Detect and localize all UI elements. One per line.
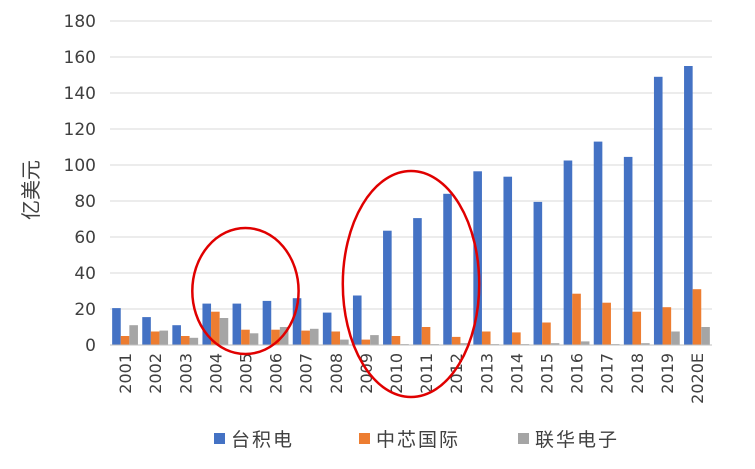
x-tick-label: 2005 bbox=[236, 353, 255, 394]
highlight-ellipse bbox=[341, 169, 481, 399]
x-tick-label: 2016 bbox=[568, 353, 587, 394]
bar-2008-series-3 bbox=[340, 339, 349, 345]
bar-2015-series-2 bbox=[542, 322, 551, 345]
y-tick-label: 100 bbox=[64, 156, 96, 176]
bar-2014-series-2 bbox=[512, 332, 521, 345]
bar-2008-series-1 bbox=[322, 312, 332, 345]
y-tick-label: 120 bbox=[64, 120, 96, 140]
bar-2004-series-2 bbox=[211, 311, 220, 345]
x-tick-label: 2001 bbox=[116, 353, 135, 394]
bar-2019-series-2 bbox=[662, 307, 672, 345]
bar-2013-series-2 bbox=[481, 331, 491, 345]
x-tick-label: 2013 bbox=[477, 353, 496, 394]
bar-2001-series-1 bbox=[112, 308, 121, 345]
bar-2004-series-3 bbox=[219, 318, 229, 345]
bar-2006-series-2 bbox=[271, 329, 280, 345]
x-tick-label: 2008 bbox=[327, 353, 346, 394]
highlight-ellipse bbox=[191, 226, 300, 356]
x-tick-label: 2011 bbox=[417, 353, 436, 394]
bar-2020E-series-3 bbox=[701, 327, 710, 345]
y-axis-label: 亿美元 bbox=[19, 160, 43, 220]
bar-2003-series-1 bbox=[172, 325, 181, 345]
bar-2005-series-3 bbox=[249, 333, 259, 345]
gridlines bbox=[110, 20, 712, 310]
x-tick-label: 2002 bbox=[146, 353, 165, 394]
y-tick-label: 160 bbox=[64, 48, 96, 68]
bar-2007-series-2 bbox=[301, 330, 310, 345]
bar-2003-series-3 bbox=[189, 337, 199, 345]
bar-2014-series-1 bbox=[503, 176, 513, 345]
bar-2016-series-2 bbox=[572, 293, 581, 345]
bar-2018-series-2 bbox=[632, 311, 642, 345]
bar-2017-series-1 bbox=[593, 141, 603, 345]
bar-2019-series-3 bbox=[671, 331, 680, 345]
bar-2002-series-1 bbox=[142, 317, 151, 345]
bar-2018-series-1 bbox=[623, 156, 633, 345]
x-tick-label: 2019 bbox=[658, 353, 677, 394]
bar-2009-series-1 bbox=[352, 295, 362, 345]
bar-2020E-series-1 bbox=[684, 66, 693, 345]
bar-2001-series-3 bbox=[129, 325, 138, 345]
bar-2006-series-1 bbox=[262, 300, 272, 345]
bars bbox=[112, 66, 710, 346]
bar-2018-series-3 bbox=[641, 343, 650, 345]
x-axis-ticks: 2001 2002 2003 2004 2005 2006 2007 2008 2009 2010… bbox=[116, 353, 707, 404]
legend-label: 中芯国际 bbox=[376, 429, 460, 451]
x-tick-label: 2012 bbox=[447, 353, 466, 394]
y-tick-label: 80 bbox=[74, 192, 96, 212]
x-tick-label: 2003 bbox=[176, 353, 195, 394]
bar-2010-series-1 bbox=[383, 230, 392, 345]
bar-2004-series-1 bbox=[202, 303, 212, 345]
x-tick-label: 2020E bbox=[688, 353, 707, 404]
x-tick-label: 2004 bbox=[206, 353, 225, 394]
bar-2012-series-3 bbox=[460, 343, 470, 345]
x-tick-label: 2017 bbox=[598, 353, 617, 394]
legend-swatch bbox=[518, 433, 529, 444]
bar-2015-series-3 bbox=[550, 343, 560, 345]
y-tick-label: 40 bbox=[74, 264, 96, 284]
bar-2007-series-3 bbox=[309, 328, 319, 345]
bar-2016-series-1 bbox=[563, 160, 573, 345]
bar-2015-series-1 bbox=[533, 201, 543, 345]
y-tick-label: 60 bbox=[74, 228, 96, 248]
bar-2002-series-3 bbox=[159, 330, 169, 345]
x-tick-label: 2018 bbox=[628, 353, 647, 394]
y-axis-ticks: 0 20 40 60 80 100 120 140 160 180 bbox=[64, 12, 96, 356]
y-tick-label: 0 bbox=[85, 336, 96, 356]
bar-2003-series-2 bbox=[180, 336, 190, 345]
bar-2009-series-2 bbox=[361, 339, 371, 345]
bar-2017-series-2 bbox=[602, 302, 611, 345]
legend-label: 台积电 bbox=[231, 429, 294, 451]
bar-2002-series-2 bbox=[150, 331, 160, 345]
y-tick-label: 20 bbox=[74, 300, 96, 320]
bar-2020E-series-2 bbox=[692, 289, 702, 345]
x-tick-label: 2007 bbox=[297, 353, 316, 394]
bar-2010-series-2 bbox=[391, 336, 401, 345]
x-tick-label: 2006 bbox=[267, 353, 286, 394]
legend: 台积电 中芯国际 联华电子 bbox=[214, 429, 619, 451]
bar-2008-series-2 bbox=[331, 331, 341, 345]
bar-2001-series-2 bbox=[120, 336, 130, 345]
bar-2012-series-1 bbox=[443, 193, 452, 345]
y-tick-label: 140 bbox=[64, 84, 96, 104]
x-tick-label: 2015 bbox=[537, 353, 556, 394]
x-tick-label: 2010 bbox=[387, 353, 406, 394]
bar-2011-series-1 bbox=[413, 218, 422, 345]
annotations bbox=[191, 169, 481, 399]
legend-label: 联华电子 bbox=[535, 429, 619, 451]
bar-2005-series-2 bbox=[241, 329, 250, 345]
bar-2011-series-2 bbox=[421, 327, 431, 345]
bar-2009-series-3 bbox=[370, 335, 379, 345]
legend-swatch bbox=[214, 433, 225, 444]
bar-2012-series-2 bbox=[451, 336, 461, 345]
bar-2005-series-1 bbox=[232, 303, 242, 345]
bar-2016-series-3 bbox=[580, 341, 590, 345]
bar-2019-series-1 bbox=[653, 76, 663, 346]
bar-2007-series-1 bbox=[292, 298, 302, 345]
legend-swatch bbox=[359, 433, 370, 444]
x-tick-label: 2014 bbox=[507, 353, 526, 394]
y-tick-label: 180 bbox=[64, 12, 96, 32]
